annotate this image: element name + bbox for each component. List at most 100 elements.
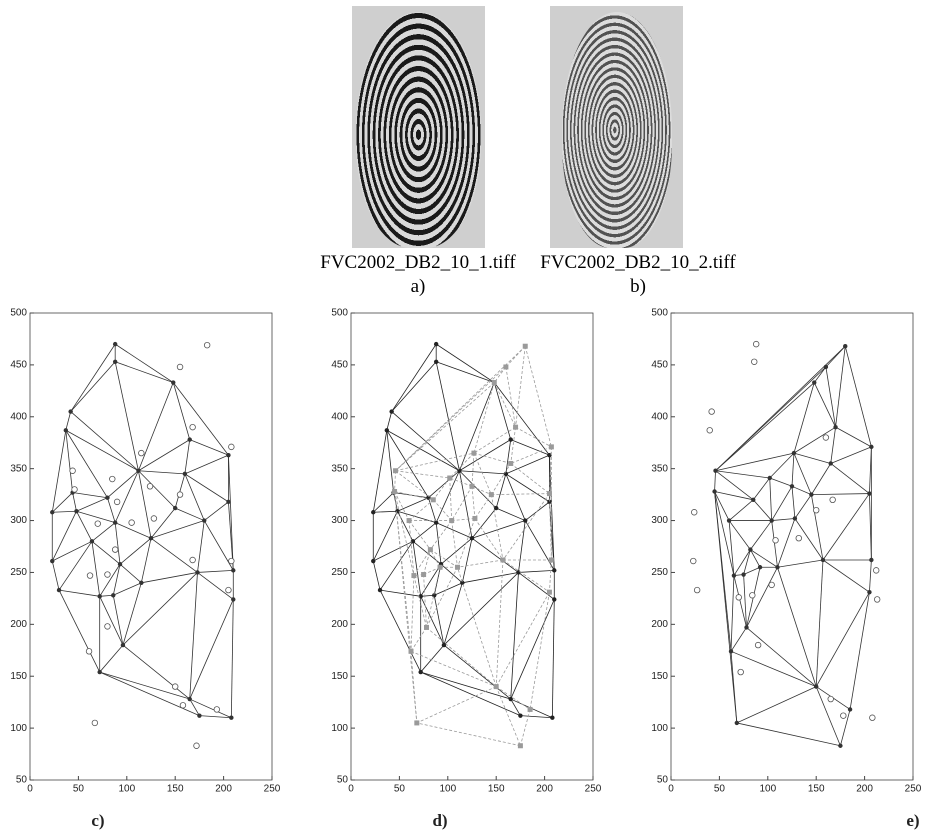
y-tick-label: 300 — [10, 515, 27, 526]
minutia-point — [389, 409, 393, 413]
triangle-edge — [506, 440, 511, 474]
axes-frame — [351, 313, 593, 780]
minutia-point — [823, 435, 829, 441]
triangle-edge — [107, 471, 138, 498]
minutia-point — [139, 581, 143, 585]
x-tick-label: 100 — [118, 784, 135, 795]
x-tick-label: 200 — [856, 784, 873, 795]
minutia-point — [712, 489, 716, 493]
triangle-edge — [395, 471, 396, 492]
minutia-point — [226, 453, 230, 457]
triangle-edge — [816, 560, 823, 687]
minutia-point — [86, 649, 92, 655]
triangle-edge — [472, 538, 518, 572]
minutia-point — [64, 428, 68, 432]
triangle-edge — [428, 471, 459, 498]
x-tick-label: 0 — [27, 784, 33, 795]
triangle-edge — [113, 583, 141, 595]
triangle-edge — [115, 362, 173, 383]
triangle-edge — [427, 567, 458, 627]
minutia-point — [494, 506, 498, 510]
triangle-edge — [770, 453, 794, 478]
minutia-point — [738, 669, 744, 675]
triangle-edge — [92, 541, 100, 596]
minutia-point — [753, 341, 759, 347]
triangle-edge — [452, 486, 472, 520]
minutia-point — [188, 437, 192, 441]
triangle-edge — [744, 550, 751, 575]
triangle-edge — [175, 474, 185, 508]
series — [371, 342, 556, 720]
minutia-point — [549, 444, 554, 449]
minutia-point — [112, 547, 118, 553]
minutia-point — [434, 360, 438, 364]
y-tick-label: 200 — [331, 619, 348, 630]
minutia-point — [231, 597, 235, 601]
triangle-edge — [52, 511, 76, 561]
triangle-edge — [518, 572, 554, 599]
x-tick-label: 150 — [488, 784, 505, 795]
minutia-point — [750, 592, 756, 598]
triangle-edge — [397, 498, 428, 511]
triangle-edge — [831, 463, 870, 493]
x-tick-label: 50 — [714, 784, 726, 795]
triangle-edge — [76, 511, 115, 522]
triangle-edge — [76, 498, 107, 511]
triangle-edge — [462, 572, 518, 582]
triangle-edge — [750, 521, 771, 550]
minutia-point — [129, 520, 135, 526]
triangle-edge — [373, 430, 387, 512]
triangle-edge — [826, 367, 836, 427]
minutia-point — [736, 595, 742, 601]
minutia-point — [873, 568, 879, 574]
triangle-edge — [123, 645, 190, 699]
triangle-edge — [511, 572, 519, 699]
triangle-edge — [115, 344, 173, 382]
triangle-edge — [794, 453, 831, 463]
triangle-edge — [427, 627, 497, 686]
minutia-point — [768, 476, 772, 480]
triangle-edge — [772, 518, 795, 520]
minutia-point — [118, 562, 122, 566]
y-tick-label: 500 — [651, 308, 668, 319]
triangle-edge — [138, 471, 151, 538]
minutia-point — [841, 713, 847, 719]
triangle-edge — [716, 383, 815, 471]
triangle-edge — [744, 575, 747, 628]
minutia-point — [190, 557, 196, 563]
minutia-point — [796, 535, 802, 541]
minutia-point — [809, 492, 813, 496]
minutia-point — [709, 409, 715, 415]
y-tick-label: 200 — [10, 619, 27, 630]
minutia-point — [149, 536, 153, 540]
minutia-point — [509, 437, 513, 441]
minutia-point — [442, 643, 446, 647]
triangle-edge — [770, 478, 772, 521]
y-tick-label: 100 — [651, 723, 668, 734]
minutia-point — [371, 559, 375, 563]
triangle-edge — [100, 596, 123, 645]
triangle-edge — [457, 560, 502, 567]
triangle-edge — [387, 430, 460, 470]
triangle-edge — [373, 561, 380, 590]
triangle-edge — [424, 550, 431, 575]
y-tick-label: 450 — [651, 360, 668, 371]
triangle-edge — [525, 346, 551, 447]
y-tick-label: 350 — [10, 463, 27, 474]
minutia-point — [838, 744, 842, 748]
minutia-point — [177, 492, 183, 498]
minutia-point — [231, 568, 235, 572]
triangle-edge — [197, 570, 233, 572]
minutia-point — [70, 468, 76, 474]
minutia-point — [518, 713, 522, 717]
y-tick-label: 200 — [651, 619, 668, 630]
minutia-point — [421, 572, 426, 577]
triangle-edge — [417, 723, 521, 746]
triangle-edge — [185, 440, 190, 474]
triangle-edge — [506, 474, 550, 502]
minutia-point — [50, 510, 54, 514]
minutia-point — [87, 573, 93, 579]
triangle-edge — [52, 561, 59, 590]
panel-label: e) — [906, 811, 919, 830]
x-tick-label: 250 — [585, 784, 602, 795]
